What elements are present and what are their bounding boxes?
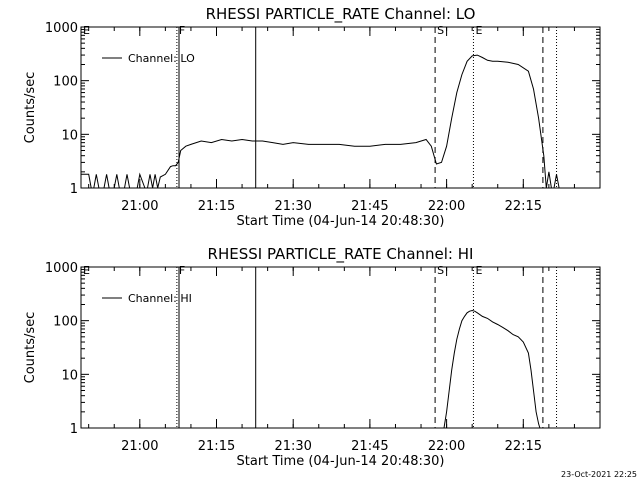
chart-2-xtick-label: 21:15 xyxy=(198,439,235,454)
chart-1-event-label: F xyxy=(179,24,185,37)
chart-2-event-label: E xyxy=(83,264,90,277)
chart-1-panel: RHESSI PARTICLE_RATE Channel: LO 1 10 100 10… xyxy=(23,5,601,229)
chart-1-xtick-label: 21:45 xyxy=(351,199,388,214)
footer-timestamp: 23-Oct-2021 22:25 xyxy=(561,470,637,479)
chart-2-legend-label: Channel: HI xyxy=(128,292,192,305)
chart-2-ytick-label: 10 xyxy=(61,368,78,383)
chart-1-title: RHESSI PARTICLE_RATE Channel: LO xyxy=(206,5,476,24)
chart-1-xlabel: Start Time (04-Jun-14 20:48:30) xyxy=(237,214,445,229)
chart-2-ylabel: Counts/sec xyxy=(23,312,38,384)
chart-1-event-label: S xyxy=(437,24,444,37)
chart-1-xtick-label: 22:00 xyxy=(428,199,465,214)
chart-1-ytick-label: 1 xyxy=(70,182,78,197)
chart-2-title: RHESSI PARTICLE_RATE Channel: HI xyxy=(208,245,474,264)
chart-2-xlabel: Start Time (04-Jun-14 20:48:30) xyxy=(237,454,445,469)
chart-2-xtick-label: 21:00 xyxy=(121,439,158,454)
chart-1-ytick-label: 1000 xyxy=(45,21,78,36)
chart-2-xtick-label: 22:00 xyxy=(428,439,465,454)
chart-2-panel: RHESSI PARTICLE_RATE Channel: HI 1 10 100 10… xyxy=(23,245,601,469)
chart-1-event-label: E xyxy=(475,24,482,37)
chart-1-legend-label: Channel: LO xyxy=(128,52,195,65)
chart-2-xtick-label: 22:15 xyxy=(505,439,542,454)
chart-1-series-line xyxy=(81,54,560,189)
chart-2-ytick-label: 1000 xyxy=(45,261,78,276)
chart-1-xtick-label: 22:15 xyxy=(505,199,542,214)
chart-2-series-line xyxy=(443,309,541,429)
chart-1-ytick-label: 100 xyxy=(53,75,78,90)
chart-1-xtick-label: 21:00 xyxy=(121,199,158,214)
chart-2-event-label: S xyxy=(437,264,444,277)
chart-1-ylabel: Counts/sec xyxy=(23,72,38,144)
chart-1-ytick-label: 10 xyxy=(61,128,78,143)
chart-2-event-label: E xyxy=(475,264,482,277)
chart-2-event-label: F xyxy=(179,264,185,277)
chart-2-ytick-label: 1 xyxy=(70,422,78,437)
chart-2-xtick-label: 21:45 xyxy=(351,439,388,454)
chart-1-event-label: E xyxy=(83,24,90,37)
chart-2-xtick-label: 21:30 xyxy=(274,439,311,454)
chart-1-xtick-label: 21:15 xyxy=(198,199,235,214)
chart-2-ytick-label: 100 xyxy=(53,315,78,330)
chart-1-xtick-label: 21:30 xyxy=(274,199,311,214)
